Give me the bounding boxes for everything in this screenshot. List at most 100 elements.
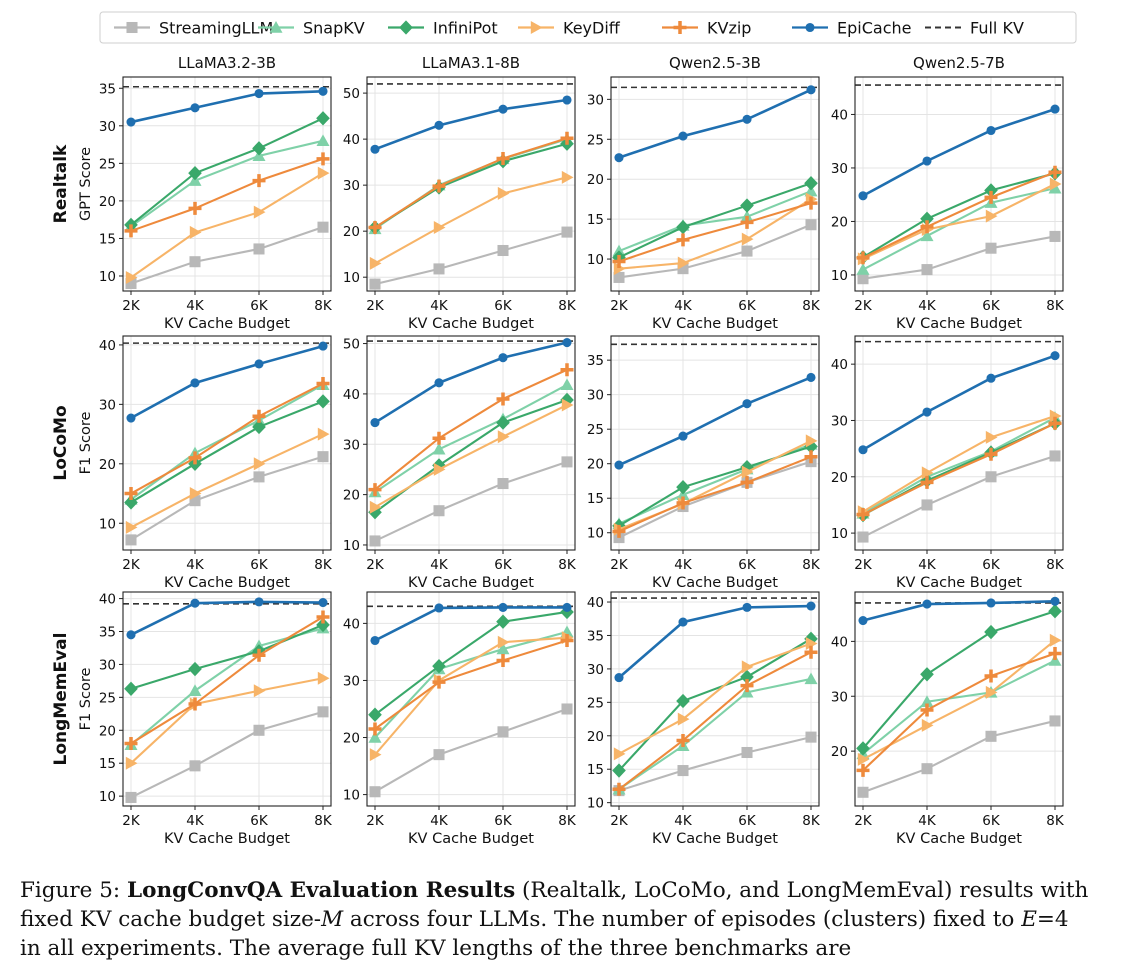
data-point bbox=[985, 430, 998, 444]
x-axis-label: KV Cache Budget bbox=[896, 575, 1022, 591]
series-line bbox=[862, 422, 1056, 516]
data-point bbox=[676, 233, 690, 247]
caption-line-1: Figure 5: LongConvQA Evaluation Results … bbox=[20, 878, 1089, 903]
data-point bbox=[677, 765, 689, 777]
data-point bbox=[804, 645, 818, 659]
x-tick-label: 6K bbox=[494, 298, 513, 314]
data-point bbox=[369, 256, 382, 270]
y-tick-label: 20 bbox=[343, 731, 360, 747]
data-point bbox=[614, 460, 624, 470]
series-line bbox=[618, 439, 812, 531]
series-line bbox=[130, 172, 324, 279]
x-tick-label: 4K bbox=[918, 813, 937, 829]
legend-label: EpiCache bbox=[837, 19, 911, 38]
y-axis-label: F1 Score bbox=[78, 668, 94, 731]
plot-frame bbox=[610, 76, 820, 292]
y-tick-label: 20 bbox=[99, 723, 116, 739]
plot-frame bbox=[366, 591, 576, 807]
x-tick-label: 6K bbox=[250, 813, 269, 829]
data-point bbox=[985, 209, 998, 223]
x-tick-label: 6K bbox=[494, 557, 513, 573]
data-point bbox=[920, 703, 934, 717]
data-point bbox=[805, 636, 818, 650]
data-point bbox=[678, 617, 688, 627]
y-tick-label: 30 bbox=[831, 161, 848, 177]
y-tick-label: 15 bbox=[587, 212, 604, 228]
data-point bbox=[985, 685, 998, 699]
x-tick-label: 2K bbox=[854, 813, 873, 829]
data-point bbox=[805, 219, 817, 231]
data-point bbox=[561, 170, 574, 184]
panel: 20 30 40 2K 4K 6K 8K KV Cache Budget bbox=[831, 591, 1065, 847]
series-line bbox=[862, 187, 1056, 271]
plot-frame bbox=[854, 335, 1064, 551]
data-point bbox=[189, 256, 201, 268]
data-point bbox=[1048, 604, 1062, 619]
series-line bbox=[130, 89, 324, 124]
legend-item: SnapKV bbox=[258, 19, 365, 38]
panel: 10 15 20 25 30 35 2K 4K 6K 8K KV Cache Budget LLaMA… bbox=[51, 54, 333, 332]
y-tick-label: 30 bbox=[343, 673, 360, 689]
legend-label: KVzip bbox=[707, 19, 751, 38]
data-point bbox=[370, 635, 380, 646]
panel: 10 20 30 40 50 2K 4K 6K 8K KV Cache Budget bbox=[343, 335, 577, 591]
legend-marker bbox=[530, 21, 543, 34]
data-point bbox=[614, 673, 624, 683]
data-point bbox=[741, 660, 754, 674]
data-point bbox=[316, 152, 330, 166]
y-tick-label: 10 bbox=[343, 538, 360, 554]
y-tick-label: 35 bbox=[587, 353, 604, 369]
data-point bbox=[1048, 646, 1062, 660]
series-line bbox=[618, 604, 812, 679]
data-point bbox=[921, 264, 933, 276]
data-point bbox=[190, 378, 200, 388]
plot-frame bbox=[366, 76, 576, 292]
data-point bbox=[126, 630, 136, 640]
data-point bbox=[857, 752, 870, 766]
y-tick-label: 20 bbox=[587, 457, 604, 473]
data-point bbox=[188, 451, 202, 465]
legend-label: Full KV bbox=[970, 19, 1024, 38]
data-point bbox=[561, 456, 573, 468]
x-tick-label: 6K bbox=[250, 298, 269, 314]
x-axis-label: KV Cache Budget bbox=[164, 316, 290, 332]
x-tick-label: 6K bbox=[982, 813, 1001, 829]
data-point bbox=[188, 684, 202, 696]
x-tick-label: 4K bbox=[918, 298, 937, 314]
series-line bbox=[374, 610, 568, 716]
data-point bbox=[369, 748, 382, 762]
data-point bbox=[921, 718, 934, 732]
y-tick-label: 25 bbox=[99, 690, 116, 706]
data-point bbox=[252, 141, 266, 156]
data-point bbox=[317, 166, 330, 180]
data-point bbox=[368, 731, 382, 743]
data-point bbox=[316, 134, 330, 147]
data-point bbox=[1049, 715, 1061, 727]
data-point bbox=[369, 786, 381, 798]
data-point bbox=[740, 669, 754, 685]
y-tick-label: 40 bbox=[831, 634, 848, 650]
y-tick-label: 40 bbox=[343, 616, 360, 632]
series-line bbox=[618, 190, 812, 253]
y-tick-label: 30 bbox=[99, 397, 116, 413]
data-point bbox=[984, 183, 998, 198]
panel: 10 15 20 25 30 2K 4K 6K 8K KV Cache Budget Qwen2.5… bbox=[587, 54, 821, 332]
y-tick-label: 10 bbox=[99, 789, 116, 805]
data-point bbox=[984, 447, 998, 461]
legend-marker bbox=[673, 21, 687, 34]
x-tick-label: 4K bbox=[674, 557, 693, 573]
data-point bbox=[496, 614, 510, 629]
data-point bbox=[560, 378, 574, 391]
y-tick-label: 15 bbox=[587, 762, 604, 778]
x-tick-label: 8K bbox=[1046, 813, 1065, 829]
data-point bbox=[368, 722, 382, 736]
series-line bbox=[374, 404, 568, 509]
x-tick-label: 8K bbox=[1046, 557, 1065, 573]
y-tick-label: 40 bbox=[343, 387, 360, 403]
data-point bbox=[317, 706, 329, 718]
data-point bbox=[740, 475, 754, 489]
row-label: Realtalk bbox=[51, 144, 71, 223]
x-tick-label: 2K bbox=[610, 813, 629, 829]
data-point bbox=[804, 672, 818, 685]
data-point bbox=[1048, 181, 1062, 194]
